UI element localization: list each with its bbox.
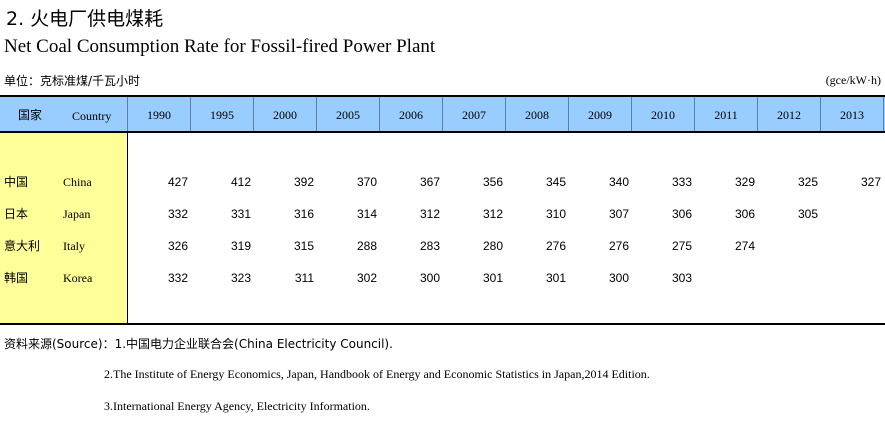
country-name-en: Italy: [63, 239, 85, 253]
value-cell: 312: [419, 207, 440, 221]
value-cell: 315: [293, 239, 314, 253]
value-cell: 323: [230, 271, 251, 285]
header-year-0: 1990: [128, 97, 191, 131]
value-cell: 427: [167, 175, 188, 189]
table-row: 日本 Japan 332 331 316 314 312 312 310 307 306 306 305: [0, 204, 885, 224]
value-cell: 332: [167, 271, 188, 285]
table-row: 意大利 Italy 326 319 315 288 283 280 276 276 275 274: [0, 236, 885, 256]
value-cell: 301: [545, 271, 566, 285]
value-cell: 367: [419, 175, 440, 189]
value-cell: 306: [734, 207, 755, 221]
country-name-en: China: [63, 175, 92, 189]
country-name-cn: 日本: [4, 207, 29, 221]
header-year-5: 2007: [443, 97, 506, 131]
header-country-en: Country: [72, 109, 112, 123]
table-header: 国家 Country 1990 1995 2000 2005 2006 2007 2008 2…: [0, 95, 885, 133]
value-cell: 325: [797, 175, 818, 189]
value-cell: 331: [230, 207, 251, 221]
header-country-cn: 国家: [18, 108, 43, 122]
page-title-en: Net Coal Consumption Rate for Fossil-fir…: [4, 36, 436, 57]
value-cell: 314: [356, 207, 377, 221]
value-cell: 356: [482, 175, 503, 189]
value-cell: 319: [230, 239, 251, 253]
value-cell: 288: [356, 239, 377, 253]
country-name-cn: 韩国: [4, 271, 29, 285]
value-cell: 280: [482, 239, 503, 253]
source-line-3: 3.International Energy Agency, Electrici…: [104, 399, 370, 413]
value-cell: 300: [419, 271, 440, 285]
coal-consumption-table: 国家 Country 1990 1995 2000 2005 2006 2007 2008 2…: [0, 95, 885, 325]
source-label: 资料来源(Source)：: [4, 337, 115, 351]
header-year-11: 2013: [821, 97, 884, 131]
unit-label-en: (gce/kW·h): [825, 73, 881, 87]
value-cell: 326: [167, 239, 188, 253]
value-cell: 310: [545, 207, 566, 221]
value-cell: 327: [860, 175, 881, 189]
value-cell: 307: [608, 207, 629, 221]
source-line-1: 资料来源(Source)：1.中国电力企业联合会(China Electrici…: [4, 335, 393, 352]
value-cell: 392: [293, 175, 314, 189]
value-cell: 306: [671, 207, 692, 221]
table-row: 韩国 Korea 332 323 311 302 300 301 301 300 303: [0, 268, 885, 288]
country-name-en: Korea: [63, 271, 93, 285]
value-cell: 329: [734, 175, 755, 189]
table-bottom-rule: [0, 323, 885, 325]
value-cell: 312: [482, 207, 503, 221]
value-cell: 276: [545, 239, 566, 253]
country-name-en: Japan: [63, 207, 91, 221]
value-cell: 332: [167, 207, 188, 221]
value-cell: 311: [294, 271, 314, 285]
country-name-cn: 意大利: [4, 239, 41, 253]
header-year-8: 2010: [632, 97, 695, 131]
unit-label-cn: 单位：克标准煤/千瓦小时: [4, 74, 141, 88]
header-year-10: 2012: [758, 97, 821, 131]
value-cell: 333: [671, 175, 692, 189]
header-year-7: 2009: [569, 97, 632, 131]
country-name-cn: 中国: [4, 175, 29, 189]
value-cell: 300: [608, 271, 629, 285]
header-year-2: 2000: [254, 97, 317, 131]
value-cell: 275: [671, 239, 692, 253]
value-cell: 283: [419, 239, 440, 253]
page-title-cn: 2. 火电厂供电煤耗: [6, 8, 164, 30]
value-cell: 412: [230, 175, 251, 189]
value-cell: 305: [797, 207, 818, 221]
table-row: 中国 China 427 412 392 370 367 356 345 340 333 329 325…: [0, 172, 885, 192]
header-country-cell: 国家 Country: [0, 97, 128, 131]
header-year-6: 2008: [506, 97, 569, 131]
value-cell: 340: [608, 175, 629, 189]
source-1-text: 1.中国电力企业联合会(China Electricity Council).: [114, 337, 393, 351]
value-cell: 301: [482, 271, 503, 285]
value-cell: 276: [608, 239, 629, 253]
value-cell: 274: [734, 239, 755, 253]
country-column-body: [0, 133, 128, 323]
value-cell: 303: [671, 271, 692, 285]
header-year-4: 2006: [380, 97, 443, 131]
value-cell: 302: [356, 271, 377, 285]
header-year-1: 1995: [191, 97, 254, 131]
value-cell: 370: [356, 175, 377, 189]
value-cell: 316: [293, 207, 314, 221]
source-line-2: 2.The Institute of Energy Economics, Jap…: [104, 367, 650, 381]
value-cell: 345: [545, 175, 566, 189]
header-year-9: 2011: [695, 97, 758, 131]
header-year-3: 2005: [317, 97, 380, 131]
